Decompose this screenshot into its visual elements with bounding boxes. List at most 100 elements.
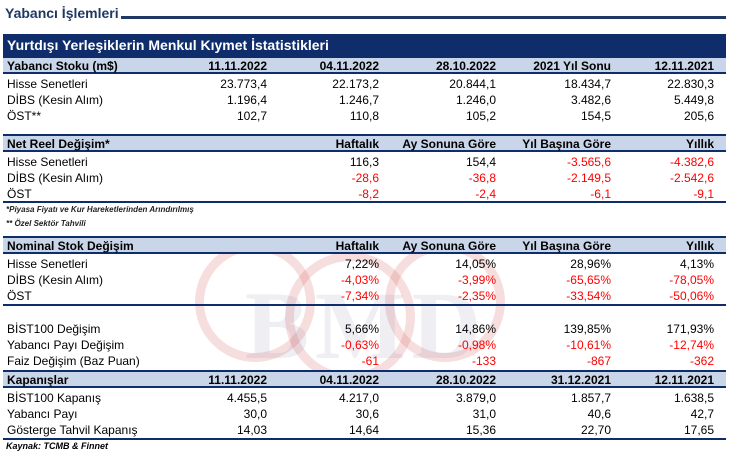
stock-header-col3: 28.10.2022 [435, 59, 496, 73]
cell-value: 30,0 [243, 407, 267, 421]
table-row: Hisse Senetleri 23.773,4 22.173,2 20.844… [3, 75, 726, 91]
table-row: DİBS (Kesin Alım) -4,03% -3,99% -65,65% … [3, 271, 726, 287]
cell-value: -33,54% [566, 289, 611, 303]
cell-value: -6,1 [590, 187, 611, 201]
stock-header-label: Yabancı Stoku (m$) [7, 59, 118, 73]
table-row: DİBS (Kesin Alım) 1.196,4 1.246,7 1.246,… [3, 91, 726, 107]
cell-value: -4.382,6 [669, 155, 714, 169]
cell-value: -4,03% [340, 273, 379, 287]
cell-value: -2.542,6 [669, 171, 714, 185]
cell-value: -61 [361, 354, 379, 368]
footnote: ** Özel Sektör Tahvili [6, 219, 86, 228]
cell-value: -3.565,6 [566, 155, 611, 169]
cell-value: 18.434,7 [564, 77, 611, 91]
cell-value: 1.246,7 [338, 93, 379, 107]
cell-value: -7,34% [340, 289, 379, 303]
closings-header-col3: 28.10.2022 [435, 373, 496, 387]
cell-value: -65,65% [566, 273, 611, 287]
net-real-header-col2: Ay Sonuna Göre [402, 137, 496, 151]
cell-value: 105,2 [465, 109, 496, 123]
cell-value: -362 [689, 354, 714, 368]
nominal-header-col1: Haftalık [335, 239, 379, 253]
stock-header-col1: 11.11.2022 [208, 59, 267, 73]
row-label: Yabancı Payı Değişim [7, 338, 125, 352]
cell-value: -133 [471, 354, 496, 368]
nominal-header: Nominal Stok Değişim Haftalık Ay Sonuna … [3, 236, 726, 254]
cell-value: 20.844,1 [449, 77, 496, 91]
cell-value: -2.149,5 [566, 171, 611, 185]
table-row: ÖST** 102,7 110,8 105,2 154,5 205,6 [3, 107, 726, 123]
table-row: BİST100 Kapanış 4.455,5 4.217,0 3.879,0 … [3, 389, 726, 405]
cell-value: 14,05% [455, 257, 496, 271]
cell-value: -2,35% [457, 289, 496, 303]
row-label: Hisse Senetleri [7, 77, 88, 91]
cell-value: -12,74% [669, 338, 714, 352]
footnote: *Piyasa Fiyatı ve Kur Hareketlerinden Ar… [6, 205, 194, 214]
cell-value: -9,1 [693, 187, 714, 201]
cell-value: 22.830,3 [667, 77, 714, 91]
row-label: Yabancı Payı [7, 407, 78, 421]
closings-header-col2: 04.11.2022 [319, 373, 379, 387]
cell-value: 17,65 [683, 423, 714, 437]
table-row: BİST100 Değişim 5,66% 14,86% 139,85% 171… [3, 320, 726, 336]
cell-value: 3.482,6 [570, 93, 611, 107]
cell-value: 110,8 [349, 109, 379, 123]
cell-value: 4.217,0 [338, 391, 379, 405]
closings-header-col4: 31.12.2021 [550, 373, 611, 387]
row-label: Hisse Senetleri [7, 257, 88, 271]
cell-value: 14,86% [455, 322, 496, 336]
table-row: Yabancı Payı Değişim -0,63% -0,98% -10,6… [3, 336, 726, 352]
row-label: ÖST [7, 187, 32, 201]
section-divider [3, 304, 726, 306]
nominal-header-label: Nominal Stok Değişim [7, 239, 134, 253]
table-row: ÖST -8,2 -2,4 -6,1 -9,1 [3, 185, 726, 201]
nominal-header-col3: Yıl Başına Göre [522, 239, 611, 253]
nominal-header-col4: Yıllık [685, 239, 714, 253]
cell-value: 5.449,8 [673, 93, 714, 107]
cell-value: 102,7 [236, 109, 267, 123]
cell-value: 1.638,5 [673, 391, 714, 405]
row-label: ÖST [7, 289, 32, 303]
table-row: Yabancı Payı 30,0 30,6 31,0 40,6 42,7 [3, 405, 726, 421]
row-label: Gösterge Tahvil Kapanış [7, 423, 138, 437]
report-title: Yurtdışı Yerleşiklerin Menkul Kıymet İst… [3, 34, 726, 56]
row-label: DİBS (Kesin Alım) [7, 93, 104, 107]
cell-value: 22,70 [580, 423, 611, 437]
cell-value: -36,8 [468, 171, 496, 185]
row-label: Faiz Değişim (Baz Puan) [7, 354, 140, 368]
cell-value: 4.455,5 [226, 391, 267, 405]
row-label: Hisse Senetleri [7, 155, 88, 169]
cell-value: 7,22% [344, 257, 379, 271]
table-row: DİBS (Kesin Alım) -28,6 -36,8 -2.149,5 -… [3, 169, 726, 185]
cell-value: -28,6 [351, 171, 379, 185]
cell-value: 23.773,4 [220, 77, 267, 91]
stock-header-col4: 2021 Yıl Sonu [533, 59, 611, 73]
section-divider [3, 201, 726, 203]
page-title: Yabancı İşlemleri [5, 5, 119, 21]
table-row: Hisse Senetleri 7,22% 14,05% 28,96% 4,13… [3, 255, 726, 271]
cell-value: -2,4 [475, 187, 496, 201]
table-row: Hisse Senetleri 116,3 154,4 -3.565,6 -4.… [3, 153, 726, 169]
cell-value: 40,6 [587, 407, 611, 421]
table-row: Faiz Değişim (Baz Puan) -61 -133 -867 -3… [3, 352, 726, 368]
cell-value: 171,93% [666, 322, 714, 336]
cell-value: -3,99% [457, 273, 496, 287]
net-real-header-label: Net Reel Değişim* [7, 137, 110, 151]
nominal-header-col2: Ay Sonuna Göre [402, 239, 496, 253]
cell-value: 205,6 [683, 109, 714, 123]
page-header: Yabancı İşlemleri [3, 4, 726, 26]
row-label: DİBS (Kesin Alım) [7, 171, 104, 185]
table-row: ÖST -7,34% -2,35% -33,54% -50,06% [3, 287, 726, 303]
cell-value: 1.246,0 [455, 93, 496, 107]
cell-value: 154,5 [580, 109, 611, 123]
table-row: Gösterge Tahvil Kapanış 14,03 14,64 15,3… [3, 421, 726, 437]
cell-value: 139,85% [563, 322, 611, 336]
row-label: BİST100 Değişim [7, 322, 101, 336]
closings-header: Kapanışlar 11.11.2022 04.11.2022 28.10.2… [3, 370, 726, 388]
cell-value: 3.879,0 [455, 391, 496, 405]
row-label: DİBS (Kesin Alım) [7, 273, 104, 287]
cell-value: 30,6 [355, 407, 379, 421]
closings-header-col1: 11.11.2022 [208, 373, 267, 387]
cell-value: -0,98% [457, 338, 496, 352]
net-real-header-col4: Yıllık [685, 137, 714, 151]
